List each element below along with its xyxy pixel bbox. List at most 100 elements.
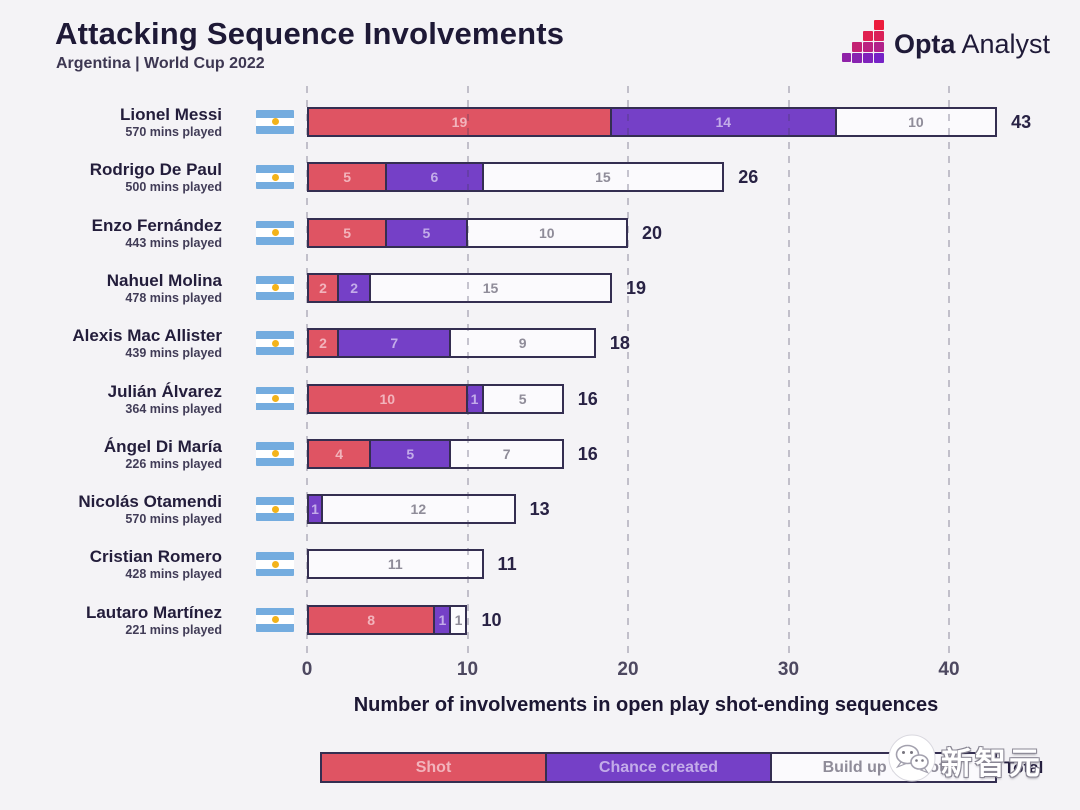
flag-stripe (256, 338, 294, 348)
flag-stripe (256, 458, 294, 466)
bar-value: 1 (470, 390, 479, 407)
page-title: Attacking Sequence Involvements (55, 16, 565, 51)
bar-segment-chance: 5 (385, 217, 468, 248)
watermark: 新智元 (888, 734, 1043, 787)
bar-segment-shot: 2 (307, 328, 340, 359)
bar-segment-buildup: 1 (449, 604, 468, 635)
player-label: Lautaro Martínez 221 mins played (0, 603, 222, 638)
bar-value: 5 (343, 169, 352, 186)
argentina-flag-icon (256, 220, 294, 245)
flag-stripe (256, 497, 294, 505)
total-value: 19 (625, 277, 646, 298)
page-subtitle: Argentina | World Cup 2022 (56, 55, 265, 72)
bar-value: 1 (438, 611, 447, 628)
flag-stripe (256, 513, 294, 522)
flag-stripe (256, 181, 294, 190)
bar-value: 10 (379, 390, 396, 407)
bar-value: 4 (335, 445, 343, 462)
bar-value: 5 (406, 445, 415, 462)
argentina-flag-icon (256, 386, 294, 411)
argentina-flag-icon (256, 552, 294, 577)
flag-sun (271, 616, 279, 624)
flag-stripe (256, 292, 294, 300)
flag-stripe (256, 165, 294, 174)
bar-segment-buildup: 9 (449, 328, 596, 359)
player-name: Enzo Fernández (91, 215, 222, 235)
total-value: 18 (609, 333, 630, 354)
player-name: Nicolás Otamendi (78, 492, 222, 512)
total-value: 20 (642, 222, 663, 243)
player-name: Ángel Di María (103, 436, 222, 456)
legend-label: Shot (415, 758, 452, 776)
total-value: 11 (497, 554, 517, 575)
flag-stripe (256, 236, 294, 245)
bar-segment-buildup: 5 (481, 383, 564, 414)
flag-stripe (256, 110, 294, 118)
bar-segment-shot: 2 (307, 272, 340, 303)
flag-stripe (256, 347, 294, 356)
flag-stripe (256, 560, 294, 569)
player-label: Nahuel Molina 478 mins played (0, 271, 222, 306)
flag-stripe (256, 173, 294, 182)
argentina-flag-icon (256, 110, 294, 134)
flag-stripe (256, 331, 294, 339)
player-name: Lionel Messi (119, 105, 222, 124)
flag-sun (271, 560, 279, 568)
bar-segment-chance: 14 (609, 107, 837, 137)
legend-segment-shot: Shot (320, 752, 547, 783)
bar-segment-shot: 5 (307, 217, 388, 248)
player-name: Alexis Mac Allister (72, 326, 222, 346)
bar-value: 14 (715, 114, 732, 130)
bar-value: 10 (538, 224, 555, 241)
gridline (787, 86, 790, 656)
bar-segment-buildup: 7 (449, 438, 564, 469)
bar-segment-chance: 2 (337, 272, 372, 303)
bar-value: 9 (518, 335, 527, 352)
bar-segment-buildup: 11 (307, 549, 484, 580)
player-label: Lionel Messi 570 mins played (0, 105, 222, 140)
flag-stripe (256, 126, 294, 134)
flag-stripe (256, 220, 294, 229)
player-mins: 226 mins played (125, 456, 222, 471)
bar-value: 15 (595, 169, 611, 186)
player-mins: 428 mins played (125, 567, 222, 582)
flag-sun (271, 450, 279, 458)
flag-sun (271, 394, 279, 402)
opta-analyst-logo: Opta Analyst (841, 20, 1050, 69)
bar-segment-chance: 5 (369, 438, 452, 469)
player-mins: 443 mins played (125, 235, 222, 250)
player-bar: 19 14 10 (307, 107, 998, 137)
total-value: 13 (529, 499, 550, 520)
flag-sun (271, 505, 279, 513)
argentina-flag-icon (256, 441, 294, 466)
bar-value: 12 (410, 501, 427, 518)
bar-value: 1 (454, 611, 463, 628)
legend-segment-chance: Chance created (545, 752, 772, 783)
total-value: 10 (481, 609, 502, 630)
player-bar: 5 6 15 (307, 162, 725, 193)
player-name: Lautaro Martínez (85, 602, 222, 622)
bar-value: 2 (350, 279, 359, 296)
player-mins: 500 mins played (125, 180, 222, 195)
x-axis-label: Number of involvements in open play shot… (353, 694, 939, 716)
bar-value: 5 (343, 224, 352, 241)
watermark-text: 新智元 (941, 746, 1043, 781)
bar-value: 2 (319, 279, 327, 296)
flag-stripe (256, 283, 294, 293)
total-value: 43 (1011, 112, 1032, 132)
bar-value: 19 (451, 114, 468, 130)
bar-value: 11 (387, 556, 403, 573)
x-tick-label: 40 (938, 659, 960, 680)
player-name: Julián Álvarez (107, 381, 222, 401)
player-mins: 478 mins played (125, 290, 222, 305)
flag-stripe (256, 394, 294, 403)
bar-value: 10 (908, 114, 924, 130)
argentina-flag-icon (256, 275, 294, 300)
player-mins: 439 mins played (125, 346, 222, 361)
flag-stripe (256, 623, 294, 632)
player-bar: 10 1 5 (307, 383, 564, 414)
player-label: Rodrigo De Paul 500 mins played (0, 160, 222, 195)
flag-stripe (256, 402, 294, 411)
